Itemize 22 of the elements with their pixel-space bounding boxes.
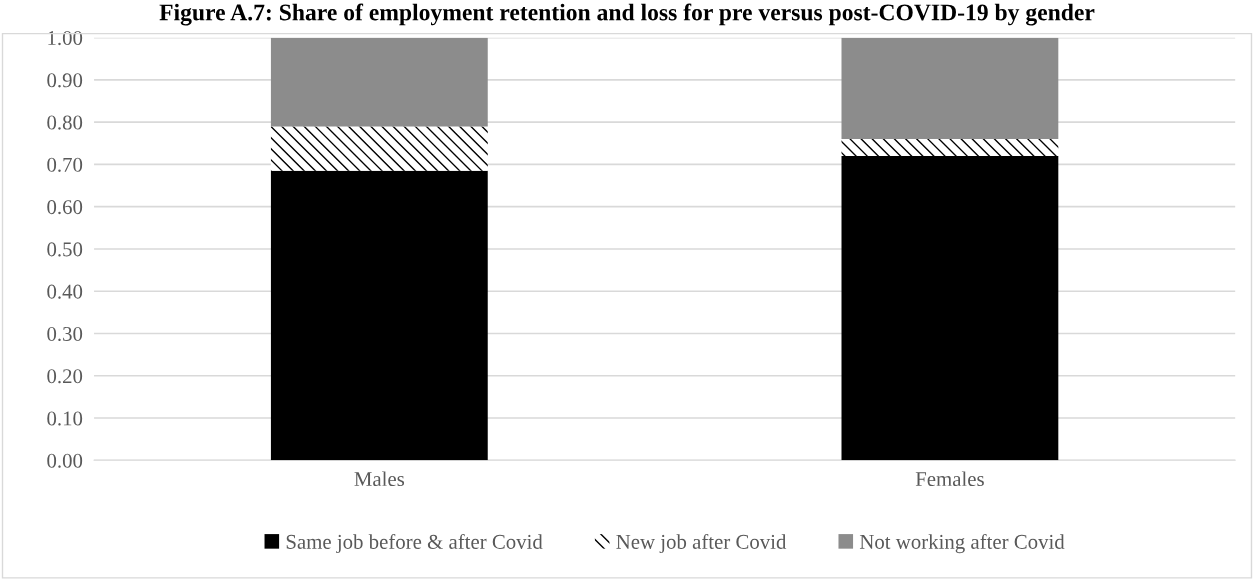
bar: [841, 139, 1059, 156]
y-tick-label: 0.00: [47, 453, 83, 468]
y-tick-label: 0.50: [47, 242, 83, 257]
y-tick-label: 0.60: [47, 200, 83, 215]
x-tick-label: Males: [354, 471, 405, 487]
bar: [270, 170, 488, 461]
y-tick-label: 0.30: [47, 326, 83, 342]
bar: [270, 126, 488, 171]
bar: [270, 37, 488, 127]
x-tick-label: Females: [915, 471, 984, 487]
y-tick-label: 0.80: [47, 115, 83, 130]
y-tick-label: 0.70: [47, 157, 83, 172]
y-tick-label: 0.10: [47, 411, 83, 426]
bar: [841, 37, 1059, 140]
legend-label: Not working after Covid: [859, 534, 1065, 554]
y-tick-label: 0.90: [47, 73, 83, 88]
legend-label: Same job before & after Covid: [286, 534, 543, 554]
y-tick-label: 0.20: [47, 369, 83, 384]
legend-label: New job after Covid: [616, 534, 787, 554]
bar: [841, 155, 1059, 461]
y-tick-label: 0.40: [47, 284, 83, 299]
chart-title: Figure A.7: Share of employment retention and loss for pre versus post-COVID-19 by gender: [159, 3, 1095, 26]
